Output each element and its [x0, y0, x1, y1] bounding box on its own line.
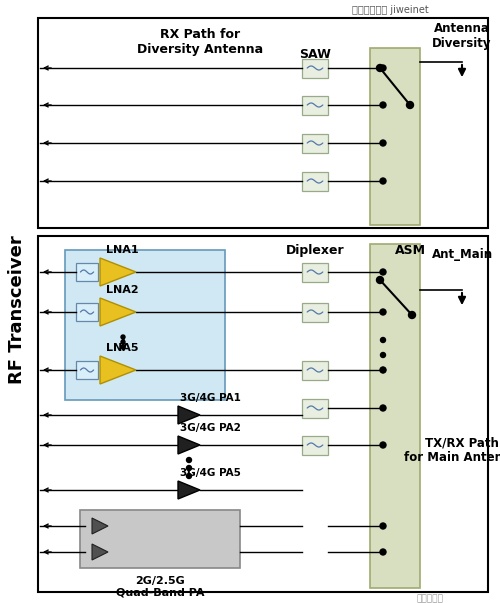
Text: LNA5: LNA5 — [106, 343, 138, 353]
Bar — [76, 263, 98, 281]
Circle shape — [408, 312, 416, 318]
Bar — [302, 58, 328, 78]
Polygon shape — [178, 436, 200, 454]
Circle shape — [376, 65, 384, 72]
Text: SAW: SAW — [299, 48, 331, 61]
Bar — [302, 171, 328, 191]
Bar — [302, 262, 328, 282]
Text: 3G/4G PA5: 3G/4G PA5 — [180, 468, 241, 478]
Circle shape — [380, 65, 386, 71]
Circle shape — [380, 367, 386, 373]
Circle shape — [380, 269, 386, 275]
Text: LNA1: LNA1 — [106, 245, 138, 255]
Circle shape — [380, 178, 386, 184]
Bar — [65, 250, 225, 400]
Circle shape — [380, 140, 386, 146]
Text: 电子发烧友: 电子发烧友 — [416, 594, 444, 603]
Text: Diplexer: Diplexer — [286, 244, 344, 257]
Circle shape — [380, 353, 386, 358]
Text: 集微网微信： jiweinet: 集微网微信： jiweinet — [352, 5, 428, 15]
Circle shape — [406, 101, 414, 109]
Text: 3G/4G PA2: 3G/4G PA2 — [180, 423, 241, 433]
Bar — [38, 236, 488, 592]
Circle shape — [121, 340, 125, 344]
Polygon shape — [92, 544, 108, 560]
Text: Ant_Main: Ant_Main — [432, 248, 492, 261]
Text: ASM: ASM — [395, 244, 426, 257]
Circle shape — [380, 549, 386, 555]
Bar — [76, 361, 98, 379]
Bar — [76, 303, 98, 321]
Bar — [370, 48, 420, 225]
Bar — [370, 244, 420, 588]
Polygon shape — [100, 298, 136, 326]
Bar — [302, 303, 328, 321]
Bar — [80, 510, 240, 568]
Bar — [302, 361, 328, 379]
Circle shape — [380, 338, 386, 343]
Bar — [302, 133, 328, 153]
Bar — [38, 18, 488, 228]
Circle shape — [380, 102, 386, 108]
Polygon shape — [92, 518, 108, 534]
Text: TX/RX Path
for Main Antenna: TX/RX Path for Main Antenna — [404, 436, 500, 464]
Circle shape — [380, 367, 386, 373]
Polygon shape — [100, 356, 136, 384]
Circle shape — [376, 277, 384, 283]
Polygon shape — [178, 481, 200, 499]
Text: 2G/2.5G
Quad-Band PA: 2G/2.5G Quad-Band PA — [116, 576, 204, 598]
Circle shape — [186, 458, 192, 463]
Text: ⋯: ⋯ — [116, 335, 130, 349]
Circle shape — [121, 335, 125, 339]
Text: 3G/4G PA1: 3G/4G PA1 — [180, 393, 241, 403]
Text: LNA2: LNA2 — [106, 285, 138, 295]
Text: Antenna
Diversity: Antenna Diversity — [432, 22, 492, 50]
Circle shape — [380, 405, 386, 411]
Circle shape — [380, 309, 386, 315]
Circle shape — [121, 345, 125, 349]
Polygon shape — [178, 406, 200, 424]
Circle shape — [186, 466, 192, 470]
Circle shape — [380, 523, 386, 529]
Circle shape — [380, 442, 386, 448]
Text: RF Transceiver: RF Transceiver — [8, 236, 26, 384]
Bar — [302, 399, 328, 417]
Bar — [302, 435, 328, 455]
Circle shape — [186, 473, 192, 479]
Bar — [302, 95, 328, 115]
Polygon shape — [100, 258, 136, 286]
Text: RX Path for
Diversity Antenna: RX Path for Diversity Antenna — [137, 28, 263, 56]
